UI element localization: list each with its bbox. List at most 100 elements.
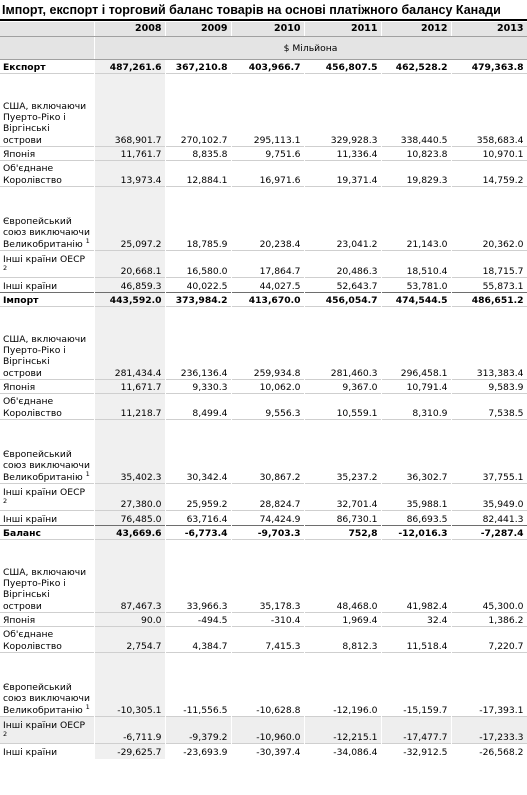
row-value: 295,113.1 bbox=[231, 73, 305, 147]
row-value: 281,434.4 bbox=[94, 306, 166, 380]
row-value: 10,062.0 bbox=[231, 379, 305, 394]
year-header: 2010 bbox=[231, 22, 305, 37]
row-value: 2,754.7 bbox=[94, 626, 166, 653]
row-value: 44,027.5 bbox=[231, 277, 305, 293]
row-value: 27,380.0 bbox=[94, 483, 166, 511]
unit-corner bbox=[0, 36, 95, 60]
row-value: -10,960.0 bbox=[231, 716, 305, 744]
section-value: 462,528.2 bbox=[381, 59, 452, 74]
table-row: США, включаючи Пуерто-Ріко і Віргінські … bbox=[0, 539, 527, 613]
row-label: Інші країни ОЕСР 2 bbox=[0, 250, 95, 278]
row-value: 90.0 bbox=[94, 612, 166, 627]
row-value: -29,625.7 bbox=[94, 743, 166, 759]
year-header: 2011 bbox=[304, 22, 382, 37]
footnote-marker: 2 bbox=[3, 496, 8, 505]
row-value: 20,668.1 bbox=[94, 250, 166, 278]
row-value: 18,785.9 bbox=[165, 186, 232, 251]
row-value: -15,159.7 bbox=[381, 652, 452, 717]
row-value: -11,556.5 bbox=[165, 652, 232, 717]
table-row: Інші країни -29,625.7 -23,693.9 -30,397.4 -3… bbox=[0, 743, 527, 759]
table-row: США, включаючи Пуерто-Ріко і Віргінські … bbox=[0, 73, 527, 147]
row-value: 16,971.6 bbox=[231, 160, 305, 187]
row-value: 4,384.7 bbox=[165, 626, 232, 653]
row-value: 18,510.4 bbox=[381, 250, 452, 278]
row-value: -17,477.7 bbox=[381, 716, 452, 744]
row-label-text: Об'єднане Королівство bbox=[3, 396, 62, 419]
row-value: 76,485.0 bbox=[94, 510, 166, 526]
row-value: 25,959.2 bbox=[165, 483, 232, 511]
trade-table: 2008 2009 2010 2011 2012 2013 $ Мільйона… bbox=[0, 22, 527, 759]
row-value: 338,440.5 bbox=[381, 73, 452, 147]
row-value: 20,238.4 bbox=[231, 186, 305, 251]
section-value: 43,669.6 bbox=[94, 525, 166, 540]
section-value: 456,807.5 bbox=[304, 59, 382, 74]
row-value: 87,467.3 bbox=[94, 539, 166, 613]
row-value: 45,300.0 bbox=[451, 539, 527, 613]
section-value: -9,703.3 bbox=[231, 525, 305, 540]
section-value: -6,773.4 bbox=[165, 525, 232, 540]
row-label: Інші країни ОЕСР 2 bbox=[0, 483, 95, 511]
row-value: -17,393.1 bbox=[451, 652, 527, 717]
row-value: 8,812.3 bbox=[304, 626, 382, 653]
section-label: Експорт bbox=[0, 59, 95, 74]
table-row: Японія 11,671.7 9,330.3 10,062.0 9,367.0 10,7… bbox=[0, 379, 527, 394]
row-label-text: Японія bbox=[3, 148, 36, 160]
section-value: 479,363.8 bbox=[451, 59, 527, 74]
footnote-marker: 1 bbox=[85, 469, 90, 478]
row-value: 296,458.1 bbox=[381, 306, 452, 380]
row-value: 20,362.0 bbox=[451, 186, 527, 251]
table-body: 2008 2009 2010 2011 2012 2013 $ Мільйона… bbox=[0, 22, 527, 759]
row-value: 86,693.5 bbox=[381, 510, 452, 526]
row-value: -23,693.9 bbox=[165, 743, 232, 759]
row-value: 82,441.3 bbox=[451, 510, 527, 526]
row-value: 63,716.4 bbox=[165, 510, 232, 526]
row-label: Інші країни bbox=[0, 743, 95, 759]
row-value: 10,791.4 bbox=[381, 379, 452, 394]
row-label: Європейський союз виключаючи Великобрита… bbox=[0, 419, 95, 484]
row-label: Об'єднане Королівство bbox=[0, 393, 95, 420]
row-value: 281,460.3 bbox=[304, 306, 382, 380]
row-label: США, включаючи Пуерто-Ріко і Віргінські … bbox=[0, 73, 95, 147]
table-row: Європейський союз виключаючи Великобрита… bbox=[0, 419, 527, 484]
row-value: 40,022.5 bbox=[165, 277, 232, 293]
section-value: 487,261.6 bbox=[94, 59, 166, 74]
row-value: 10,559.1 bbox=[304, 393, 382, 420]
row-value: 7,538.5 bbox=[451, 393, 527, 420]
row-value: 8,310.9 bbox=[381, 393, 452, 420]
row-value: 9,556.3 bbox=[231, 393, 305, 420]
row-value: 7,415.3 bbox=[231, 626, 305, 653]
table-row: Об'єднане Королівство 2,754.7 4,384.7 7,415… bbox=[0, 626, 527, 653]
row-label-text: Інші країни ОЕСР bbox=[3, 487, 86, 499]
table-row: Інші країни ОЕСР 2 20,668.1 16,580.0 17,864… bbox=[0, 250, 527, 278]
year-header: 2008 bbox=[94, 22, 166, 37]
row-value: 17,864.7 bbox=[231, 250, 305, 278]
table-title: Імпорт, експорт і торговий баланс товарі… bbox=[2, 3, 501, 17]
row-value: 259,934.8 bbox=[231, 306, 305, 380]
section-value: -7,287.4 bbox=[451, 525, 527, 540]
row-label-text: Інші країни bbox=[3, 280, 58, 292]
row-value: -310.4 bbox=[231, 612, 305, 627]
row-value: 10,823.8 bbox=[381, 146, 452, 161]
footnote-marker: 2 bbox=[3, 729, 8, 738]
section-row: Імпорт 443,592.0 373,984.2 413,670.0 456,054… bbox=[0, 292, 527, 307]
row-value: 48,468.0 bbox=[304, 539, 382, 613]
section-row: Баланс 43,669.6 -6,773.4 -9,703.3 752,8 -12,0… bbox=[0, 525, 527, 540]
section-label: Імпорт bbox=[0, 292, 95, 307]
row-value: 8,835.8 bbox=[165, 146, 232, 161]
row-value: 32.4 bbox=[381, 612, 452, 627]
row-value: -34,086.4 bbox=[304, 743, 382, 759]
row-label-text: Об'єднане Королівство bbox=[3, 163, 62, 186]
unit-label: $ Мільйона bbox=[94, 36, 527, 60]
row-value: 35,949.0 bbox=[451, 483, 527, 511]
table-row: Інші країни 76,485.0 63,716.4 74,424.9 86,73… bbox=[0, 510, 527, 526]
row-label-text: США, включаючи Пуерто-Ріко і Віргінські … bbox=[3, 333, 87, 379]
row-value: 1,969.4 bbox=[304, 612, 382, 627]
year-header: 2013 bbox=[451, 22, 527, 37]
section-value: 443,592.0 bbox=[94, 292, 166, 307]
row-value: 30,342.4 bbox=[165, 419, 232, 484]
row-value: 11,671.7 bbox=[94, 379, 166, 394]
section-value: 413,670.0 bbox=[231, 292, 305, 307]
section-value: 373,984.2 bbox=[165, 292, 232, 307]
row-value: 19,371.4 bbox=[304, 160, 382, 187]
